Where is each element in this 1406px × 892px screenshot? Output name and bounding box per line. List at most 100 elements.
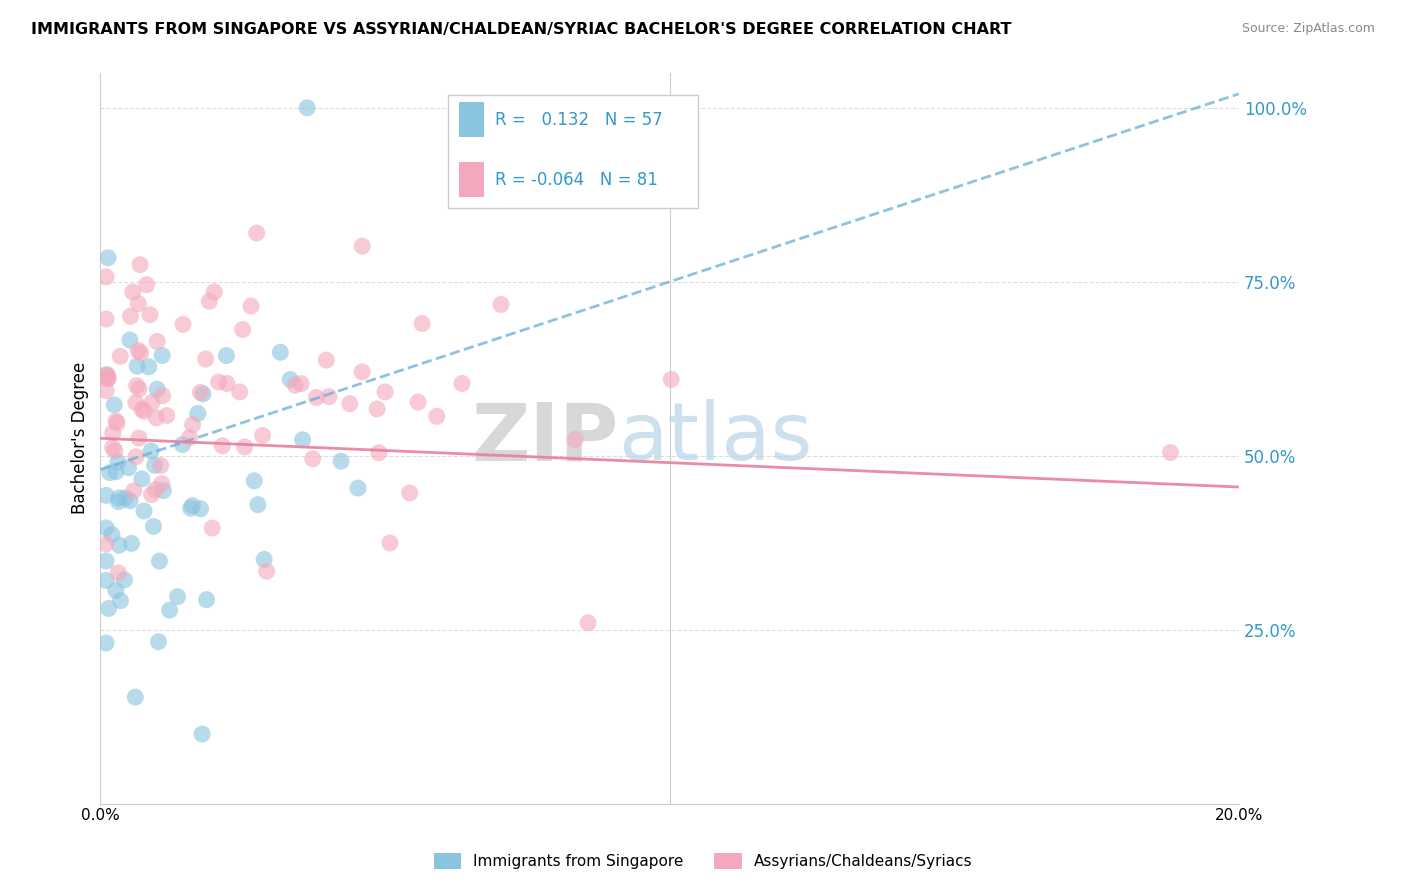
Point bbox=[198, 294, 221, 309]
Point bbox=[426, 409, 449, 424]
Point bbox=[150, 476, 173, 491]
Point bbox=[118, 493, 141, 508]
Point bbox=[152, 389, 174, 403]
Point bbox=[352, 365, 374, 379]
Point bbox=[101, 527, 124, 541]
Point bbox=[145, 483, 167, 497]
Point bbox=[94, 312, 117, 326]
Point bbox=[134, 404, 156, 418]
Point bbox=[284, 378, 307, 392]
Point bbox=[215, 349, 238, 363]
Point bbox=[194, 351, 217, 366]
Point bbox=[330, 454, 353, 468]
Point bbox=[564, 433, 586, 447]
Point bbox=[129, 345, 152, 359]
Point bbox=[121, 285, 143, 299]
Point bbox=[129, 258, 152, 272]
Point bbox=[240, 299, 263, 313]
Point bbox=[143, 458, 166, 473]
Point bbox=[104, 583, 127, 598]
Point bbox=[489, 297, 512, 311]
Point bbox=[139, 308, 162, 322]
Point bbox=[94, 521, 117, 535]
Point bbox=[179, 431, 201, 445]
Point bbox=[141, 488, 163, 502]
Point bbox=[295, 101, 318, 115]
Point bbox=[127, 343, 149, 358]
Point bbox=[181, 499, 204, 513]
Point bbox=[125, 395, 148, 409]
Point bbox=[97, 371, 120, 385]
Point bbox=[105, 414, 128, 428]
Bar bbox=[458, 162, 484, 197]
Point bbox=[208, 375, 231, 389]
Point bbox=[269, 345, 291, 359]
Point bbox=[148, 554, 170, 568]
Point bbox=[146, 382, 169, 396]
Point bbox=[121, 536, 143, 550]
Bar bbox=[458, 103, 484, 137]
Point bbox=[305, 391, 328, 405]
Point bbox=[131, 402, 153, 417]
Point bbox=[246, 226, 269, 240]
Point bbox=[132, 504, 155, 518]
Point bbox=[96, 372, 118, 386]
Point bbox=[94, 368, 117, 382]
Point bbox=[150, 349, 173, 363]
Point bbox=[124, 690, 146, 705]
Point bbox=[145, 410, 167, 425]
Point bbox=[156, 409, 179, 423]
Point bbox=[374, 384, 396, 399]
Y-axis label: Bachelor's Degree: Bachelor's Degree bbox=[72, 362, 89, 515]
Point bbox=[159, 603, 181, 617]
Point bbox=[152, 483, 174, 498]
Point bbox=[172, 318, 194, 332]
Text: IMMIGRANTS FROM SINGAPORE VS ASSYRIAN/CHALDEAN/SYRIAC BACHELOR'S DEGREE CORRELAT: IMMIGRANTS FROM SINGAPORE VS ASSYRIAN/CH… bbox=[31, 22, 1011, 37]
Point bbox=[352, 239, 374, 253]
Point bbox=[98, 466, 121, 480]
Point bbox=[180, 501, 202, 516]
Point bbox=[201, 521, 224, 535]
Point bbox=[347, 481, 370, 495]
Point bbox=[96, 369, 118, 384]
Text: R = -0.064   N = 81: R = -0.064 N = 81 bbox=[495, 170, 658, 188]
Point bbox=[211, 439, 233, 453]
Text: ZIP: ZIP bbox=[471, 400, 619, 477]
Point bbox=[108, 538, 131, 552]
Point bbox=[105, 465, 128, 479]
Point bbox=[118, 333, 141, 347]
Point bbox=[94, 269, 117, 284]
Point bbox=[120, 310, 142, 324]
Point bbox=[398, 486, 420, 500]
Point bbox=[253, 552, 276, 566]
Point bbox=[339, 397, 361, 411]
Point bbox=[233, 440, 256, 454]
Point bbox=[141, 395, 163, 409]
Point bbox=[146, 334, 169, 349]
Point bbox=[576, 615, 599, 630]
Point bbox=[122, 483, 145, 498]
Point bbox=[94, 384, 117, 398]
Point bbox=[190, 501, 212, 516]
Point bbox=[127, 359, 149, 373]
Point bbox=[101, 441, 124, 455]
Point bbox=[195, 592, 218, 607]
Point bbox=[94, 488, 117, 502]
Point bbox=[243, 474, 266, 488]
Point bbox=[131, 472, 153, 486]
Point bbox=[246, 498, 269, 512]
Point bbox=[367, 446, 389, 460]
Point bbox=[128, 382, 150, 396]
Point bbox=[228, 384, 250, 399]
Point bbox=[191, 386, 214, 401]
Point bbox=[366, 402, 388, 417]
Point bbox=[125, 378, 148, 392]
Point bbox=[318, 390, 340, 404]
Point bbox=[378, 536, 401, 550]
Point bbox=[659, 372, 682, 386]
Point bbox=[202, 285, 225, 299]
Text: atlas: atlas bbox=[619, 400, 813, 477]
Point bbox=[101, 425, 124, 440]
Point bbox=[107, 494, 129, 508]
Point bbox=[94, 537, 117, 551]
